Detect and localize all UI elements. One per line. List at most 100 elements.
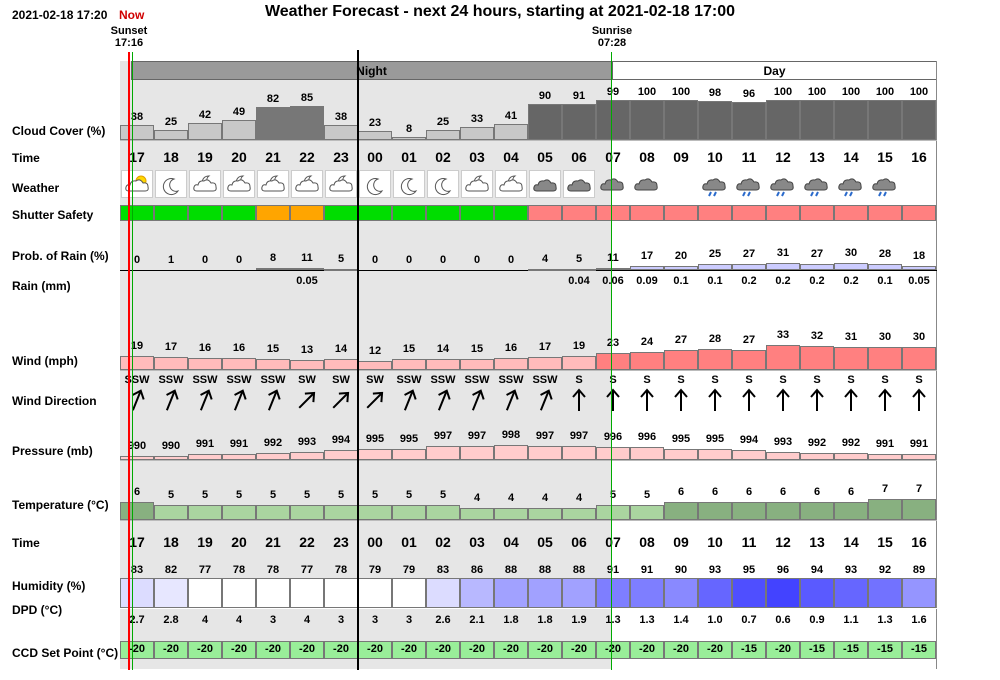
humidity-cell (460, 578, 494, 608)
pressure-value: 997 (467, 430, 487, 442)
dpd-value: 1.3 (877, 614, 893, 626)
ccd-cell (222, 641, 256, 659)
rain-amount: 0.09 (636, 275, 658, 287)
sunset-time: 17:16 (114, 37, 144, 49)
wind-bar (698, 349, 732, 370)
temperature-value: 6 (813, 486, 821, 498)
weather-cell (427, 170, 459, 198)
ccd-cell (596, 641, 630, 659)
wind-bar (596, 353, 630, 370)
humidity-cell (902, 578, 936, 608)
cloud-value: 85 (300, 92, 314, 104)
temperature-bar (426, 505, 460, 520)
wind-bar (766, 345, 800, 370)
weather-cell (359, 170, 391, 198)
shutter-cell (222, 205, 256, 221)
wind-direction-text: SSW (396, 374, 422, 386)
rain-prob-value: 27 (810, 248, 824, 260)
rain-prob-value: 11 (607, 252, 619, 264)
humidity-cell (290, 578, 324, 608)
shutter-cell (698, 205, 732, 221)
humidity-cell (324, 578, 358, 608)
humidity-cell (188, 578, 222, 608)
wind-arrow-icon (199, 389, 213, 411)
hour-label: 11 (741, 149, 757, 165)
temperature-value: 5 (201, 489, 209, 501)
pressure-bar (664, 449, 698, 460)
sunrise-time: 07:28 (597, 37, 627, 49)
humidity-cell (562, 578, 596, 608)
temperature-bar (902, 499, 936, 520)
wind-value: 15 (402, 343, 416, 355)
humidity-value: 88 (538, 564, 552, 576)
shutter-cell (460, 205, 494, 221)
rain-amount: 0.05 (296, 275, 318, 287)
shutter-cell (868, 205, 902, 221)
cloud-value: 90 (538, 90, 552, 102)
wind-direction-text: S (677, 374, 685, 386)
humidity-value: 91 (606, 564, 620, 576)
dpd-value: 2.7 (129, 614, 145, 626)
rain-prob-bar (256, 268, 290, 270)
humidity-cell (426, 578, 460, 608)
hour-label: 14 (843, 149, 859, 165)
moon-icon (366, 178, 384, 195)
rain-amount: 0.2 (775, 275, 791, 287)
hour-label: 06 (571, 149, 587, 165)
rain-prob-bar (834, 263, 868, 270)
cloud-value: 49 (232, 106, 246, 118)
cloud-bar (460, 127, 494, 140)
temperature-bar (834, 502, 868, 520)
wind-direction-text: S (609, 374, 617, 386)
weather-cell (631, 170, 663, 198)
ccd-value: -20 (605, 643, 621, 655)
label-dpd: DPD (°C) (12, 603, 63, 617)
temperature-bar (664, 502, 698, 520)
pressure-value: 997 (433, 430, 453, 442)
wind-direction-text: SSW (532, 374, 558, 386)
wind-direction-text: SSW (464, 374, 490, 386)
temperature-bar (528, 508, 562, 520)
ccd-cell (528, 641, 562, 659)
rain-prob-value: 17 (640, 250, 654, 262)
temperature-bar (188, 505, 222, 520)
rain-prob-bar (868, 264, 902, 270)
pressure-bar (494, 445, 528, 460)
humidity-value: 89 (912, 564, 926, 576)
rain-amount: 0.1 (673, 275, 689, 287)
weather-cell (597, 170, 629, 198)
temperature-value: 5 (337, 489, 345, 501)
wind-arrow-icon (298, 391, 316, 409)
cloud-bar (766, 100, 800, 140)
rain-prob-bar (562, 269, 596, 271)
wind-arrow-icon (640, 388, 654, 411)
cloudy-night-icon (295, 175, 319, 192)
hour-label: 19 (197, 149, 213, 165)
cloud-bar (290, 106, 324, 140)
shutter-cell (392, 205, 426, 221)
weather-cell (801, 170, 833, 198)
wind-bar (426, 359, 460, 370)
cloudy-night-icon (465, 175, 489, 192)
hour-label-bottom: 05 (537, 534, 553, 550)
weather-cell (529, 170, 561, 198)
humidity-value: 96 (776, 564, 790, 576)
hour-label-bottom: 07 (605, 534, 621, 550)
pressure-value: 991 (909, 438, 929, 450)
rain-prob-value: 0 (371, 254, 379, 266)
cloud-bar (596, 100, 630, 140)
cloud-bar (902, 100, 936, 140)
ccd-value: -20 (707, 643, 723, 655)
hour-label: 16 (911, 149, 927, 165)
hour-label-bottom: 22 (299, 534, 315, 550)
pressure-bar (392, 449, 426, 460)
humidity-cell (120, 578, 154, 608)
humidity-value: 91 (640, 564, 654, 576)
rain-prob-bar (800, 264, 834, 270)
cloudy-night-icon (499, 175, 523, 192)
label-shutter-safety: Shutter Safety (12, 208, 94, 222)
rain-prob-value: 0 (507, 254, 515, 266)
hour-label: 07 (605, 149, 621, 165)
wind-value: 32 (810, 330, 824, 342)
temperature-bar (256, 505, 290, 520)
